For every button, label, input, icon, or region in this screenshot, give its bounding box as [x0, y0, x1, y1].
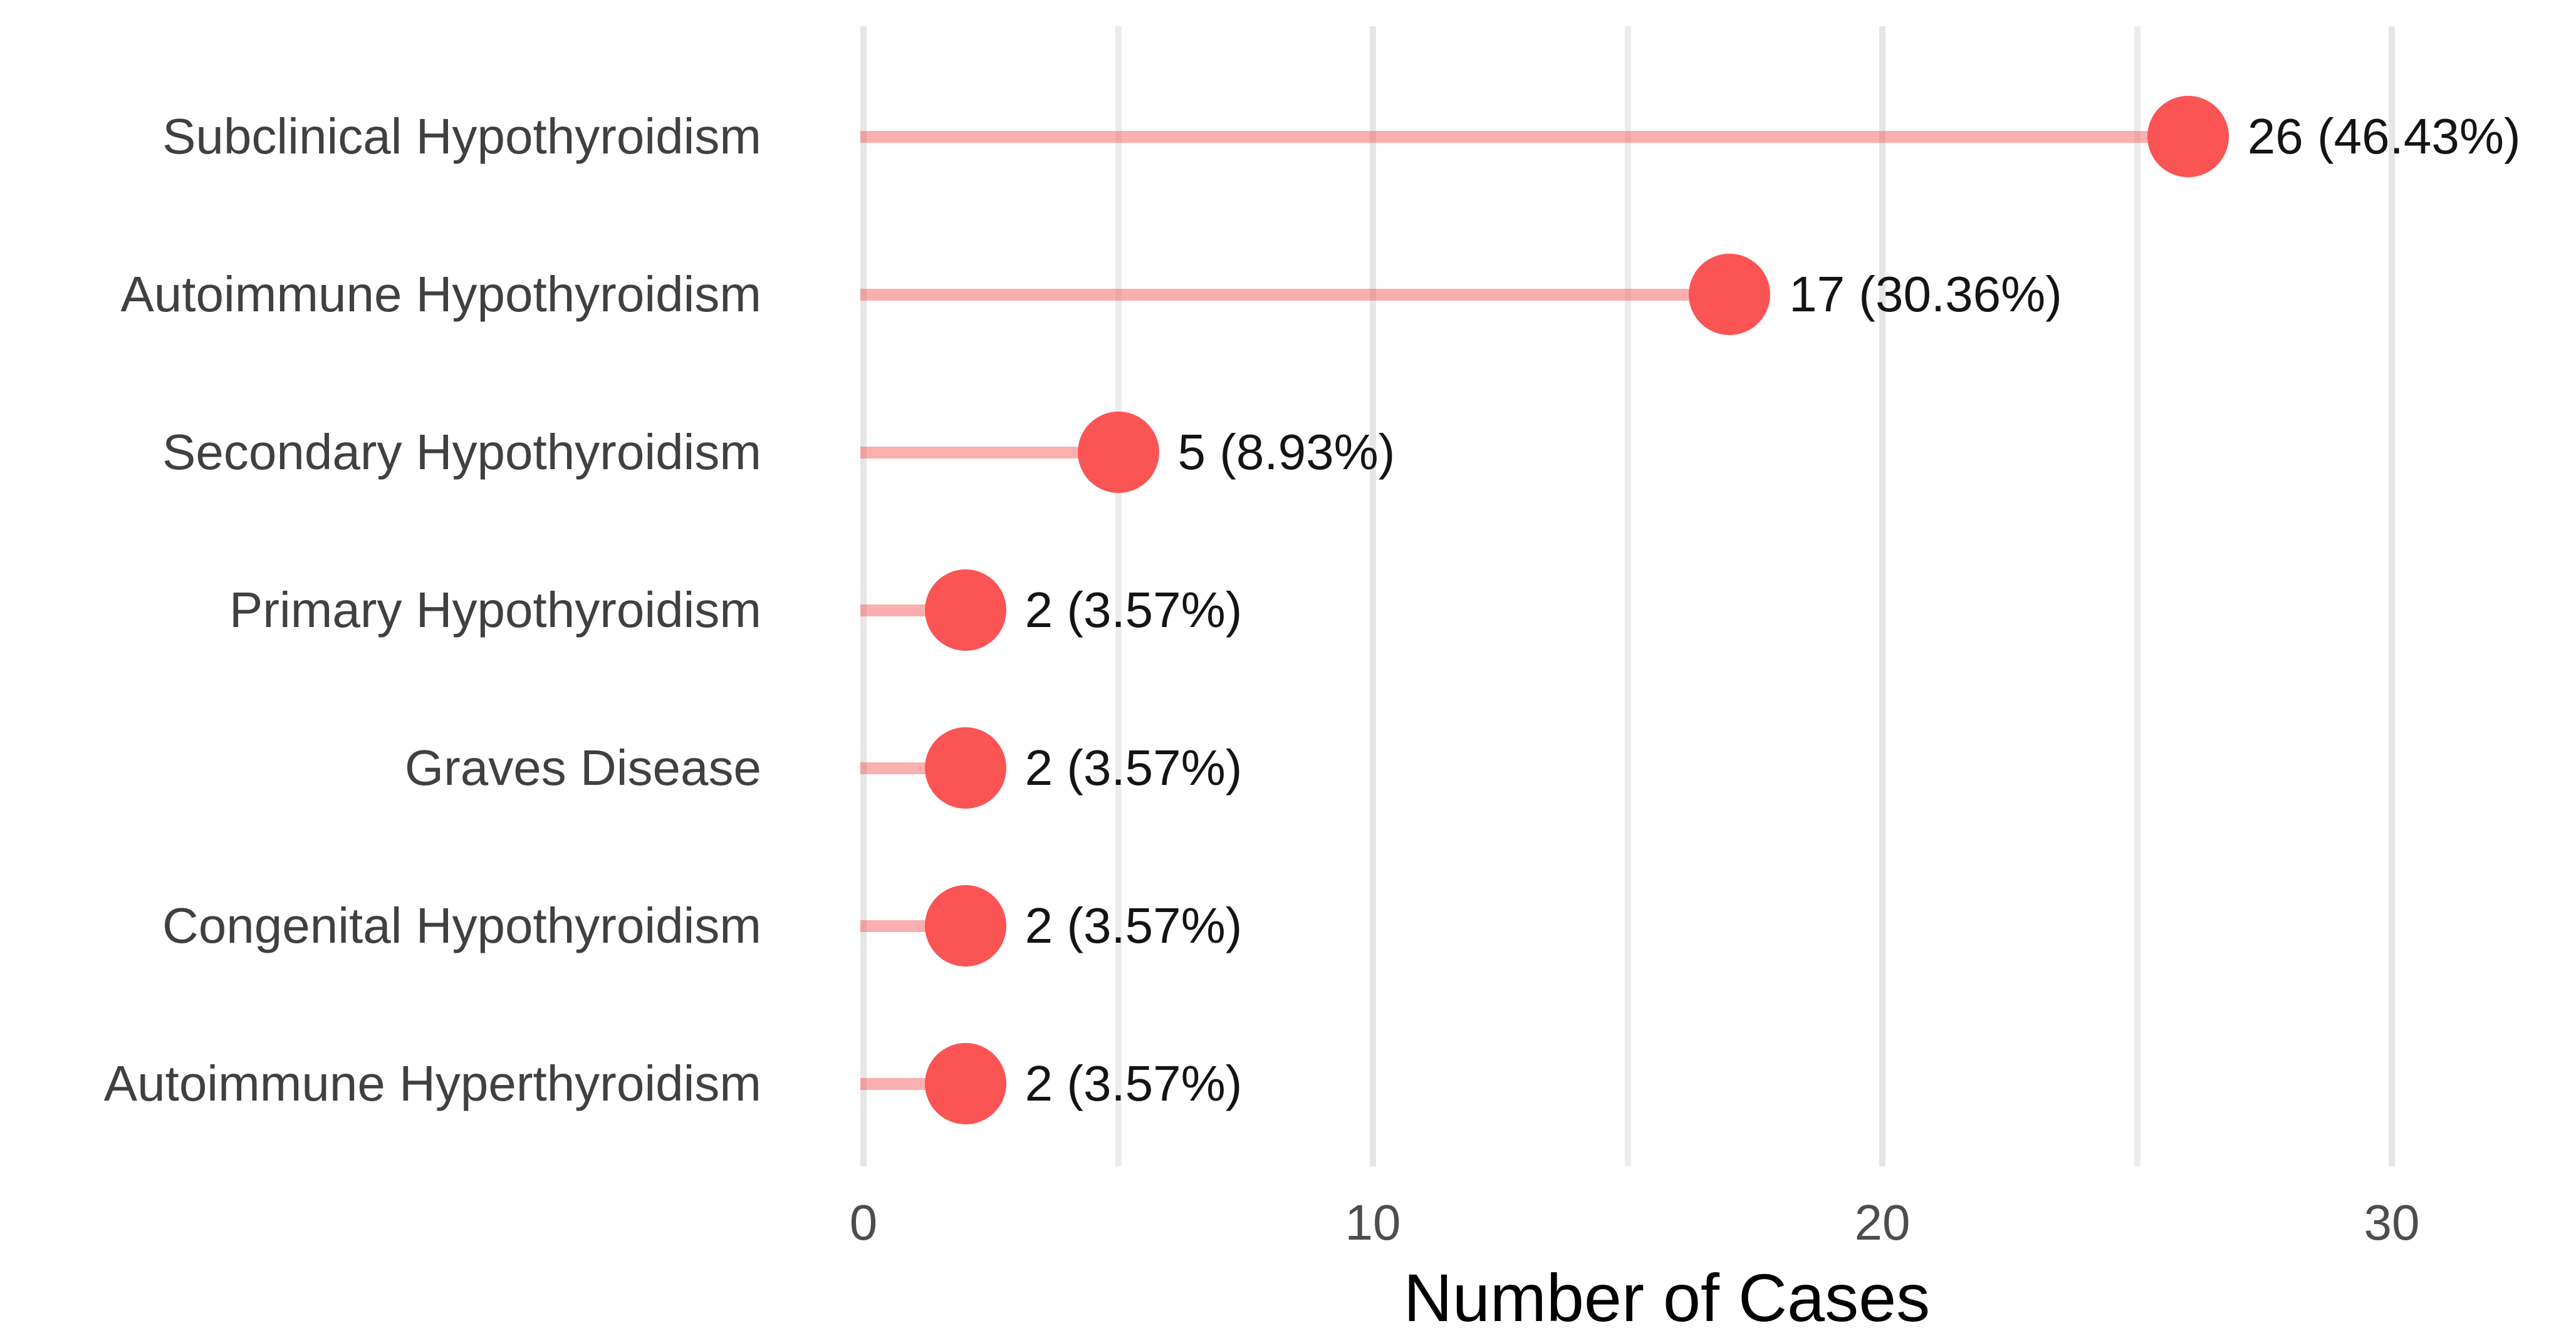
- category-label: Graves Disease: [404, 740, 761, 796]
- x-tick-label-20: 20: [1854, 1195, 1911, 1250]
- lollipop-dot: [1077, 412, 1159, 493]
- x-tick-label-30: 30: [2364, 1195, 2420, 1250]
- lollipop-dot: [924, 569, 1006, 651]
- lollipop-dot: [1689, 254, 1771, 335]
- category-label: Secondary Hypothyroidism: [162, 424, 761, 480]
- value-label: 17 (30.36%): [1789, 266, 2062, 322]
- category-label: Primary Hypothyroidism: [229, 582, 761, 638]
- category-label: Subclinical Hypothyroidism: [162, 108, 761, 164]
- gridline-major-10: [1370, 26, 1376, 1166]
- value-label: 2 (3.57%): [1025, 740, 1243, 796]
- lollipop-stem: [860, 288, 1730, 301]
- gridline-minor-5: [1115, 26, 1122, 1166]
- gridline-major-20: [1879, 26, 1885, 1166]
- lollipop-dot: [924, 727, 1006, 809]
- category-label: Autoimmune Hypothyroidism: [120, 266, 761, 322]
- value-label: 26 (46.43%): [2247, 108, 2521, 164]
- x-tick-label-10: 10: [1345, 1195, 1401, 1250]
- gridline-minor-25: [2134, 26, 2141, 1166]
- category-label: Autoimmune Hyperthyroidism: [103, 1055, 761, 1111]
- lollipop-dot: [924, 885, 1006, 967]
- lollipop-stem: [860, 446, 1119, 459]
- gridline-major-0: [860, 26, 867, 1166]
- category-label: Congenital Hypothyroidism: [162, 898, 761, 953]
- x-tick-label-0: 0: [849, 1195, 878, 1250]
- value-label: 5 (8.93%): [1177, 424, 1395, 480]
- value-label: 2 (3.57%): [1025, 898, 1243, 953]
- gridline-major-30: [2389, 26, 2395, 1166]
- value-label: 2 (3.57%): [1025, 582, 1243, 638]
- gridline-minor-15: [1624, 26, 1631, 1166]
- lollipop-dot: [2147, 96, 2229, 177]
- value-label: 2 (3.57%): [1025, 1055, 1243, 1111]
- lollipop-stem: [860, 130, 2188, 143]
- lollipop-dot: [924, 1043, 1006, 1124]
- x-axis-title: Number of Cases: [1403, 1260, 1931, 1335]
